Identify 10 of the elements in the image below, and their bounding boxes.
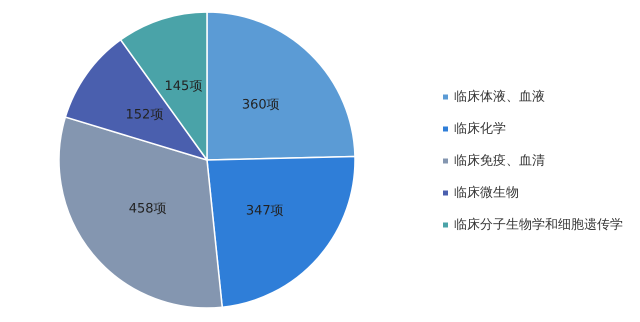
legend-label: 临床化学 — [454, 122, 506, 136]
data-label: 360项 — [242, 97, 280, 112]
legend-label: 临床免疫、血清 — [454, 154, 545, 168]
legend-label: 临床体液、血液 — [454, 90, 545, 104]
data-label: 347项 — [246, 203, 284, 218]
legend-label: 临床分子生物学和细胞遗传学 — [454, 218, 623, 232]
data-label: 458项 — [128, 202, 167, 216]
data-label: 152项 — [125, 108, 164, 123]
legend-label: 临床微生物 — [454, 186, 519, 200]
data-label: 145项 — [164, 79, 202, 94]
